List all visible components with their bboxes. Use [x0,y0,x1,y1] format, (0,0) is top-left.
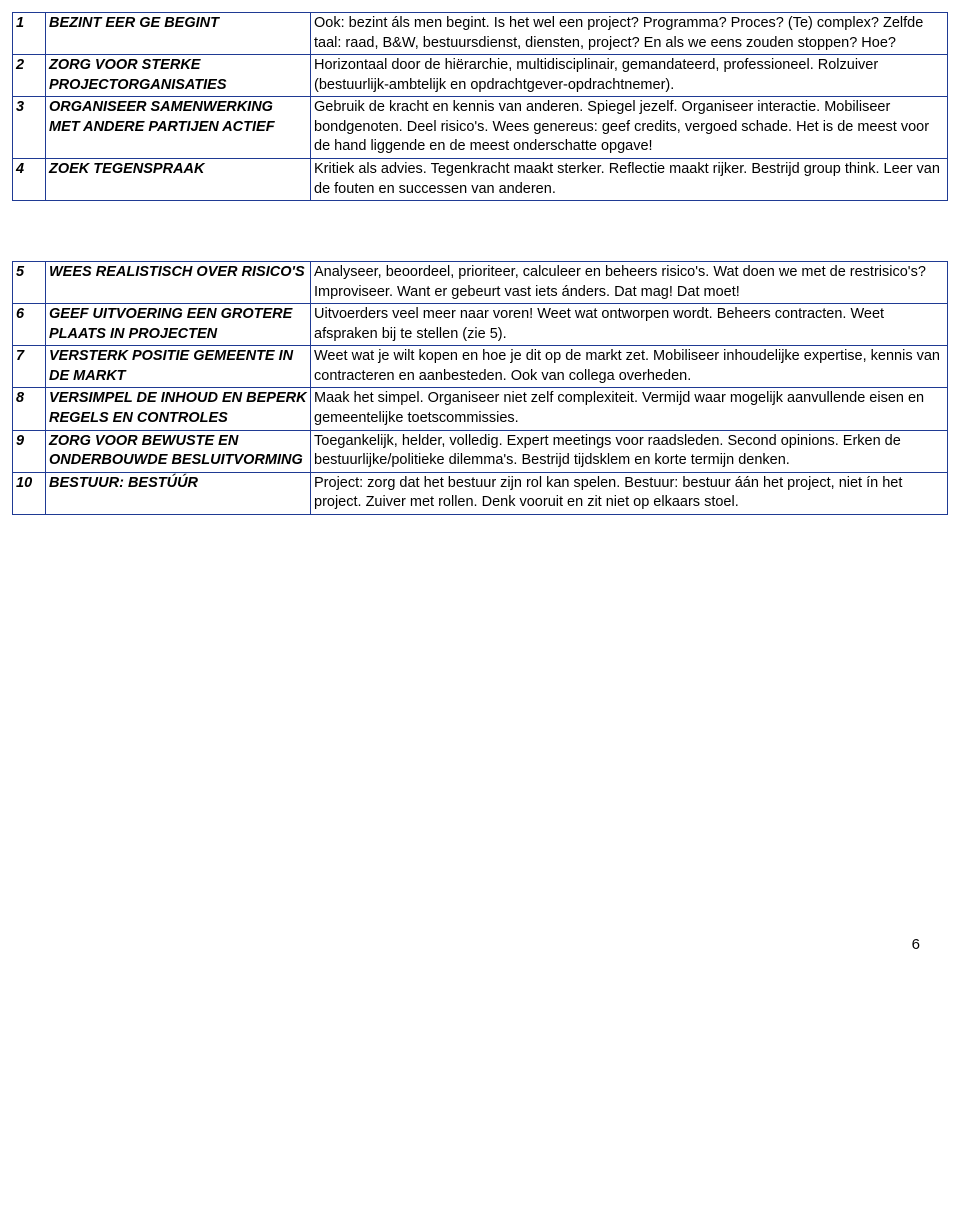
row-description: Project: zorg dat het bestuur zijn rol k… [311,472,948,514]
row-number: 4 [13,158,46,200]
row-title: BESTUUR: BESTÚÚR [46,472,311,514]
table-row: 7 VERSTERK POSITIE GEMEENTE IN DE MARKT … [13,346,948,388]
row-description: Toegankelijk, helder, volledig. Expert m… [311,430,948,472]
row-number: 9 [13,430,46,472]
row-title: VERSTERK POSITIE GEMEENTE IN DE MARKT [46,346,311,388]
table-row: 3 ORGANISEER SAMENWERKING MET ANDERE PAR… [13,97,948,159]
row-number: 1 [13,13,46,55]
row-description: Horizontaal door de hiërarchie, multidis… [311,55,948,97]
row-title: VERSIMPEL DE INHOUD EN BEPERK REGELS EN … [46,388,311,430]
row-title: GEEF UITVOERING EEN GROTERE PLAATS IN PR… [46,304,311,346]
table-row: 10 BESTUUR: BESTÚÚR Project: zorg dat he… [13,472,948,514]
row-description: Analyseer, beoordeel, prioriteer, calcul… [311,262,948,304]
row-title: ZORG VOOR BEWUSTE EN ONDERBOUWDE BESLUIT… [46,430,311,472]
row-title: BEZINT EER GE BEGINT [46,13,311,55]
table-row: 6 GEEF UITVOERING EEN GROTERE PLAATS IN … [13,304,948,346]
row-number: 7 [13,346,46,388]
row-title: ORGANISEER SAMENWERKING MET ANDERE PARTI… [46,97,311,159]
row-description: Weet wat je wilt kopen en hoe je dit op … [311,346,948,388]
table-row: 8 VERSIMPEL DE INHOUD EN BEPERK REGELS E… [13,388,948,430]
page-number: 6 [12,935,948,955]
row-number: 3 [13,97,46,159]
table-2: 5 WEES REALISTISCH OVER RISICO'S Analyse… [12,261,948,515]
row-title: WEES REALISTISCH OVER RISICO'S [46,262,311,304]
table-row: 9 ZORG VOOR BEWUSTE EN ONDERBOUWDE BESLU… [13,430,948,472]
table-row: 4 ZOEK TEGENSPRAAK Kritiek als advies. T… [13,158,948,200]
row-number: 6 [13,304,46,346]
table-row: 1 BEZINT EER GE BEGINT Ook: bezint áls m… [13,13,948,55]
row-number: 10 [13,472,46,514]
row-description: Kritiek als advies. Tegenkracht maakt st… [311,158,948,200]
row-number: 5 [13,262,46,304]
row-title: ZOEK TEGENSPRAAK [46,158,311,200]
row-title: ZORG VOOR STERKE PROJECTORGANISATIES [46,55,311,97]
table-row: 2 ZORG VOOR STERKE PROJECTORGANISATIES H… [13,55,948,97]
row-number: 2 [13,55,46,97]
row-description: Uitvoerders veel meer naar voren! Weet w… [311,304,948,346]
row-description: Ook: bezint áls men begint. Is het wel e… [311,13,948,55]
row-description: Gebruik de kracht en kennis van anderen.… [311,97,948,159]
row-description: Maak het simpel. Organiseer niet zelf co… [311,388,948,430]
row-number: 8 [13,388,46,430]
table-row: 5 WEES REALISTISCH OVER RISICO'S Analyse… [13,262,948,304]
table-1: 1 BEZINT EER GE BEGINT Ook: bezint áls m… [12,12,948,201]
